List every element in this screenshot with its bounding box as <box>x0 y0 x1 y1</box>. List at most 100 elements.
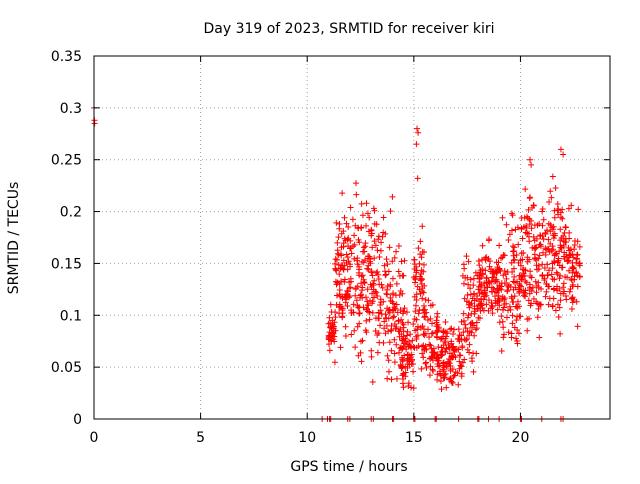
data-point <box>371 277 378 284</box>
data-point <box>554 259 561 266</box>
data-point <box>564 258 571 265</box>
x-tick-label: 5 <box>196 430 205 446</box>
data-point <box>366 253 373 260</box>
data-point <box>503 275 510 282</box>
data-point <box>514 298 521 305</box>
data-point <box>357 349 364 356</box>
data-point <box>402 363 409 370</box>
data-point <box>549 275 556 282</box>
data-point <box>559 206 566 213</box>
data-point <box>390 313 397 320</box>
data-point <box>374 332 381 339</box>
data-point <box>378 239 385 246</box>
data-point <box>528 217 535 224</box>
data-point <box>375 236 382 243</box>
data-point <box>371 255 378 262</box>
data-point <box>405 319 412 326</box>
data-point <box>396 333 403 340</box>
data-point <box>404 332 411 339</box>
data-point <box>362 240 369 247</box>
data-point <box>424 317 431 324</box>
data-point <box>445 341 452 348</box>
data-point <box>549 173 556 180</box>
data-point <box>505 329 512 336</box>
data-point <box>399 337 406 344</box>
data-point <box>498 347 505 354</box>
data-point <box>383 256 390 263</box>
data-point <box>521 292 528 299</box>
data-point <box>470 275 477 282</box>
data-point <box>396 349 403 356</box>
data-point <box>450 346 457 353</box>
data-point <box>557 297 564 304</box>
data-point <box>558 264 565 271</box>
data-point <box>545 301 552 308</box>
data-point <box>387 208 394 215</box>
data-point <box>364 265 371 272</box>
data-point <box>399 380 406 387</box>
data-point <box>386 368 393 375</box>
data-point <box>422 360 429 367</box>
data-point <box>388 322 395 329</box>
data-point <box>526 256 533 263</box>
data-point <box>368 226 375 233</box>
data-point <box>519 235 526 242</box>
data-point <box>340 243 347 250</box>
data-point <box>523 279 530 286</box>
data-point <box>411 256 418 263</box>
data-point <box>439 366 446 373</box>
data-point <box>336 287 343 294</box>
data-point <box>502 271 509 278</box>
data-point <box>429 366 436 373</box>
data-point <box>344 303 351 310</box>
data-point <box>359 287 366 294</box>
data-point <box>501 268 508 275</box>
data-point <box>532 278 539 285</box>
data-point <box>405 380 412 387</box>
data-point <box>530 202 537 209</box>
data-point <box>333 292 340 299</box>
data-point <box>427 342 434 349</box>
data-point <box>529 284 536 291</box>
data-point <box>434 321 441 328</box>
data-point <box>536 252 543 259</box>
data-point <box>574 238 581 245</box>
data-point <box>499 306 506 313</box>
data-point <box>504 314 511 321</box>
data-point <box>410 368 417 375</box>
data-point <box>552 184 559 191</box>
data-point <box>527 268 534 275</box>
data-point <box>439 348 446 355</box>
data-point <box>417 251 424 258</box>
data-point <box>551 214 558 221</box>
data-point <box>423 309 430 316</box>
data-point <box>393 248 400 255</box>
data-point <box>377 301 384 308</box>
data-point <box>467 276 474 283</box>
data-point <box>465 258 472 265</box>
data-point <box>348 331 355 338</box>
data-point <box>520 224 527 231</box>
data-point <box>372 328 379 335</box>
data-point <box>513 335 520 342</box>
data-point <box>335 234 342 241</box>
data-point <box>473 350 480 357</box>
data-point <box>526 230 533 237</box>
data-point <box>332 327 339 334</box>
data-point <box>483 274 490 281</box>
data-point <box>524 316 531 323</box>
data-point <box>384 261 391 268</box>
data-point <box>393 341 400 348</box>
data-point <box>501 252 508 259</box>
data-point <box>334 239 341 246</box>
data-point <box>400 272 407 279</box>
data-point <box>462 337 469 344</box>
data-point <box>356 304 363 311</box>
data-point <box>535 284 542 291</box>
data-point <box>358 200 365 207</box>
data-point <box>496 297 503 304</box>
data-point <box>551 251 558 258</box>
data-point <box>449 379 456 386</box>
data-point <box>437 372 444 379</box>
data-point <box>347 275 354 282</box>
